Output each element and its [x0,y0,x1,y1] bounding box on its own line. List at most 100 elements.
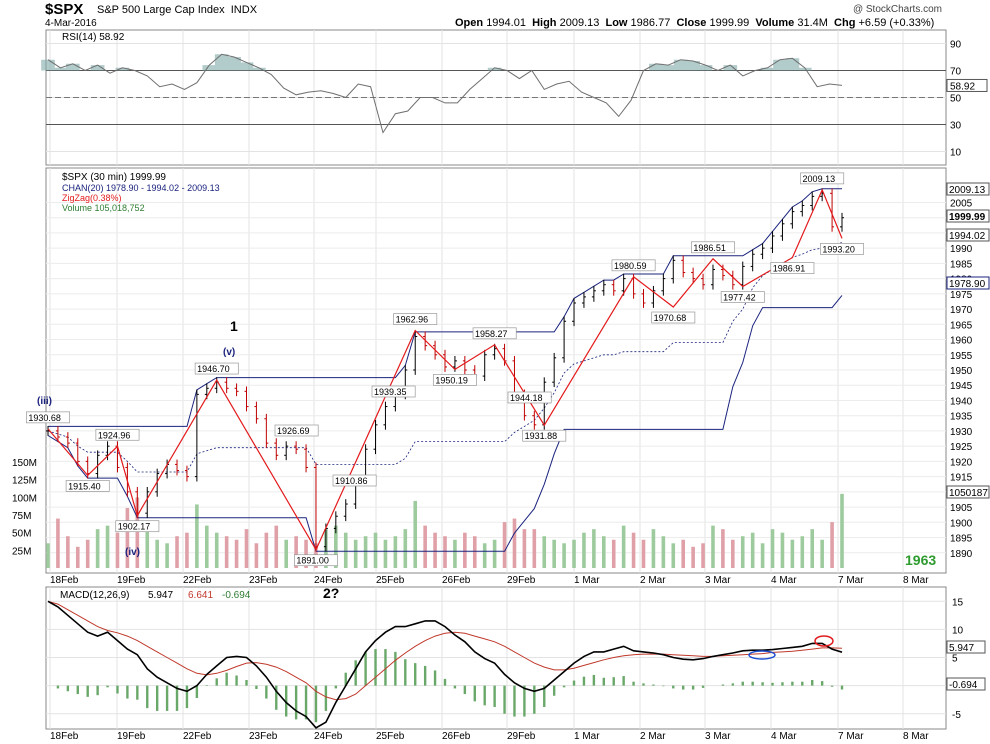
rsi-last-box [946,78,988,92]
volume-bar [512,518,517,568]
volume-bar [760,543,765,568]
volume-bar [572,539,576,568]
zigzag-label: 1924.96 [98,430,131,440]
volume-bar [482,543,487,568]
volume-bar [453,539,457,568]
x-tick-label-macd: 2 Mar [640,731,666,742]
volume-bar [721,529,725,568]
zigzag-label: 1902.17 [118,522,151,532]
price-annotation: 1910.86 [335,476,368,486]
high-value: 2009.13 [559,17,600,29]
volume-tick-label: 100M [12,493,37,504]
last-value: 2009.13 [949,185,986,196]
ohlc-readout: Open 1994.01 High 2009.13 Low 1986.77 Cl… [455,17,934,29]
volume-tick-label: 25M [12,546,31,557]
price-tick-label: 1940 [950,396,973,407]
price-tick-label: 1990 [950,244,973,255]
price-tick-label: 1890 [950,549,973,560]
volume-value: 31.4M [797,17,828,29]
axis-labels: 18Feb 18Feb 19Feb 19Feb 22Feb 22Feb 23Feb 23Feb… [12,40,990,742]
volume-bar [651,529,656,568]
volume-bar [274,525,279,568]
last-value-box [946,228,990,242]
price-legend-3: ZigZag(0.38%) [62,193,122,203]
open-label: Open [455,17,484,29]
zigzag-label-box [115,520,160,533]
volume-bar [66,536,70,568]
rsi-legend: RSI(14) 58.92 [62,32,125,43]
volume-bar [711,525,715,568]
exchange: INDX [230,4,258,16]
x-tick-label: 25Feb [376,575,405,586]
rsi-layer [41,53,843,134]
last-value: 1999.99 [949,212,986,223]
price-tick-label: 1915 [950,473,973,484]
price-tick-label: 2005 [950,198,973,209]
macd-annotation-circle-red [814,635,834,647]
volume-tick-label: 75M [12,511,31,522]
last-value: 1978.90 [949,279,986,290]
volume-bar [502,522,507,568]
volume-bar [681,539,685,568]
zigzag-label-box [26,411,70,424]
zigzag-label-box [472,327,517,340]
macd-annotation-circle-blue [748,650,776,660]
zigzag-label: 1950.19 [435,375,468,385]
wave-label-2: 2? [323,585,339,601]
macd-last-value: 5.947 [949,643,974,654]
volume-bars [46,493,844,568]
volume-bar [254,543,259,568]
macd-last-box [946,640,986,654]
x-tick-label-macd: 1 Mar [574,731,600,742]
volume-bar [810,529,815,568]
channel-lower [47,295,843,552]
volume-bar [373,532,378,568]
volume-bar [175,536,179,568]
price-annotation: 1926.69 [277,426,310,436]
volume-bar [562,543,566,568]
volume-bar [840,493,844,568]
zigzag-label-box [720,291,765,303]
zigzag-label-box [65,480,110,492]
copyright: @ StockCharts.com [852,4,942,15]
x-tick-label-macd: 26Feb [442,731,471,742]
volume-bar [780,532,785,568]
volume-bar [165,543,169,568]
volume-bar [214,532,219,568]
volume-tick-label: 150M [12,458,37,469]
volume-bar [631,532,636,568]
wave-label-iv: (iv) [125,547,140,558]
last-value: 1994.02 [949,231,986,242]
close-value: 1999.99 [709,17,750,29]
macd-legend-value: 5.947 [148,590,173,601]
volume-bar [532,529,537,568]
x-tick-label: 19Feb [117,575,146,586]
close-label: Close [676,17,707,29]
low-label: Low [605,17,628,29]
last-value-box [946,485,990,499]
zigzag-label-box [820,243,864,255]
wave-label-1: 1 [230,318,238,334]
volume-bar [234,539,239,568]
zigzag-label: 1891.00 [296,556,329,566]
last-value-box [946,209,990,223]
rsi-last-value: 58.92 [950,81,975,92]
price-legend-4: Volume 105,018,752 [62,203,145,213]
x-tick-label-macd: 4 Mar [771,731,797,742]
chart-date: 4-Mar-2016 [45,18,97,29]
volume-bar [413,500,418,568]
zigzag-label: 1980.59 [614,261,647,271]
price-tick-label: 1920 [950,457,973,468]
price-tick-label: 1970 [950,305,973,316]
high-label: High [532,17,557,29]
price-annotation: 1939.35 [374,387,407,397]
x-tick-label: 23Feb [249,575,278,586]
x-tick-label-macd: 8 Mar [903,731,929,742]
volume-bar [492,539,497,568]
volume-bar [135,497,140,568]
volume-label: Volume [755,17,795,29]
price-tick-label: 1895 [950,534,973,545]
volume-bar [145,525,150,568]
macd-legend-hist: -0.694 [222,590,251,601]
